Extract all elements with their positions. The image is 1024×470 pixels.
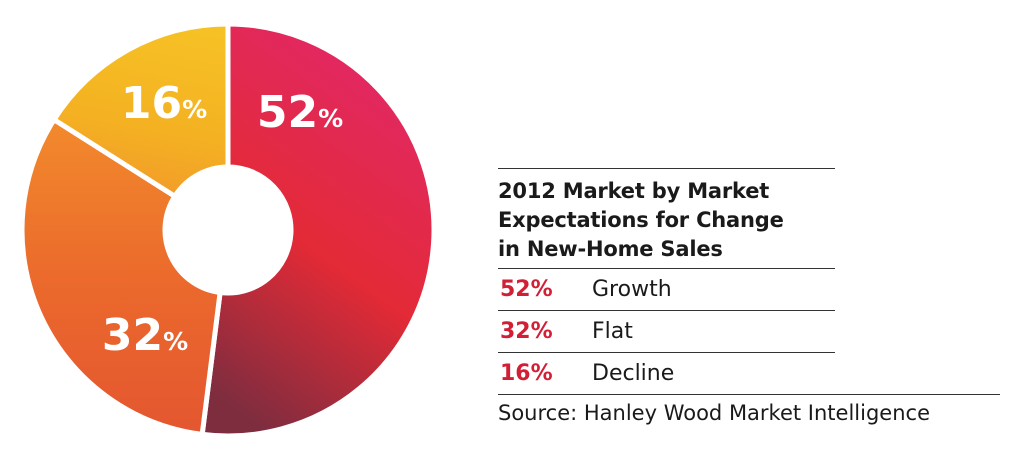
legend-row-decline: 16% Decline: [498, 353, 835, 394]
source-note: Source: Hanley Wood Market Intelligence: [498, 401, 930, 425]
slice-label-growth: 52%: [257, 87, 343, 138]
legend-value: 32%: [500, 319, 553, 344]
legend-title-line: 2012 Market by Market: [498, 179, 770, 203]
legend-top-rule: [498, 168, 835, 169]
slice-label-flat: 32%: [102, 310, 188, 361]
slice-label-decline: 16%: [121, 78, 207, 129]
source-rule: [498, 394, 1000, 395]
legend-divider: [498, 310, 835, 311]
legend-divider: [498, 352, 835, 353]
legend-row-flat: 32% Flat: [498, 311, 835, 352]
legend-divider: [498, 268, 835, 269]
donut-chart: 52% 32% 16%: [19, 21, 437, 439]
legend-title-line: Expectations for Change: [498, 208, 784, 232]
legend-label: Growth: [592, 277, 672, 302]
legend-label: Flat: [592, 319, 633, 344]
legend-title: 2012 Market by Market Expectations for C…: [498, 169, 835, 268]
slice-growth: [199, 21, 437, 439]
legend-value: 52%: [500, 277, 553, 302]
legend-row-growth: 52% Growth: [498, 269, 835, 310]
slice-flat: [19, 117, 223, 437]
legend-label: Decline: [592, 361, 675, 386]
legend-panel: 2012 Market by Market Expectations for C…: [498, 168, 1000, 425]
slice-decline: [51, 21, 231, 199]
legend-value: 16%: [500, 361, 553, 386]
legend-title-line: in New-Home Sales: [498, 237, 723, 261]
